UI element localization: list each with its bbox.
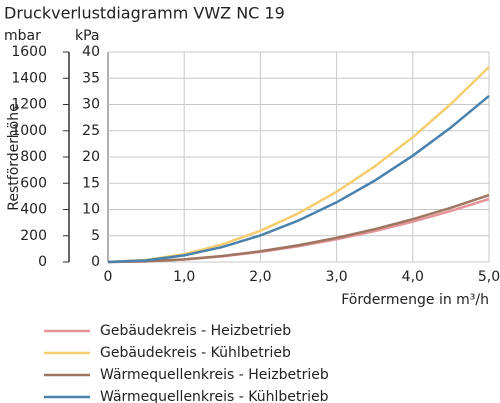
chart-title: Druckverlustdiagramm VWZ NC 19 — [4, 4, 285, 23]
legend-label: Gebäudekreis - Kühlbetrieb — [100, 345, 291, 361]
y-tick-label: 1600 — [11, 44, 47, 60]
y2-unit: kPa — [75, 28, 100, 44]
y2-tick-label: 25 — [82, 123, 100, 139]
legend-label: Wärmequellenkreis - Kühlbetrieb — [100, 389, 329, 403]
x-tick-label: 0 — [104, 269, 113, 285]
y-tick-label: 400 — [20, 202, 47, 218]
x-axis-label: Fördermenge in m³/h — [341, 292, 489, 308]
x-tick-label: 3,0 — [325, 269, 347, 285]
y-tick-label: 1000 — [11, 123, 47, 139]
x-tick-label: 1,0 — [173, 269, 195, 285]
y2-tick-label: 30 — [82, 97, 100, 113]
x-tick-label: 5,0 — [478, 269, 500, 285]
y2-tick-label: 20 — [82, 149, 100, 165]
y-axis-label: Restförderhöhe — [6, 103, 22, 210]
data-line — [107, 66, 490, 264]
legend-label: Wärmequellenkreis - Heizbetrieb — [100, 367, 329, 383]
data-line — [107, 95, 490, 264]
x-tick-label: 4,0 — [402, 269, 424, 285]
y2-tick-label: 5 — [91, 228, 100, 244]
y-tick-label: 800 — [20, 149, 47, 165]
data-line — [107, 193, 490, 264]
x-tick-label: 2,0 — [249, 269, 271, 285]
y2-tick-label: 10 — [82, 202, 100, 218]
y-tick-label: 600 — [20, 175, 47, 191]
y2-tick-label: 40 — [82, 44, 100, 60]
legend-label: Gebäudekreis - Heizbetrieb — [100, 323, 291, 339]
y-tick-label: 1200 — [11, 97, 47, 113]
y2-tick-label: 0 — [91, 254, 100, 270]
y-tick-label: 1400 — [11, 70, 47, 86]
y-unit: mbar — [4, 28, 41, 44]
y-tick-label: 0 — [38, 254, 47, 270]
y2-tick-label: 15 — [82, 175, 100, 191]
data-line — [107, 197, 490, 264]
y2-tick-label: 35 — [82, 70, 100, 86]
y-tick-label: 200 — [20, 228, 47, 244]
